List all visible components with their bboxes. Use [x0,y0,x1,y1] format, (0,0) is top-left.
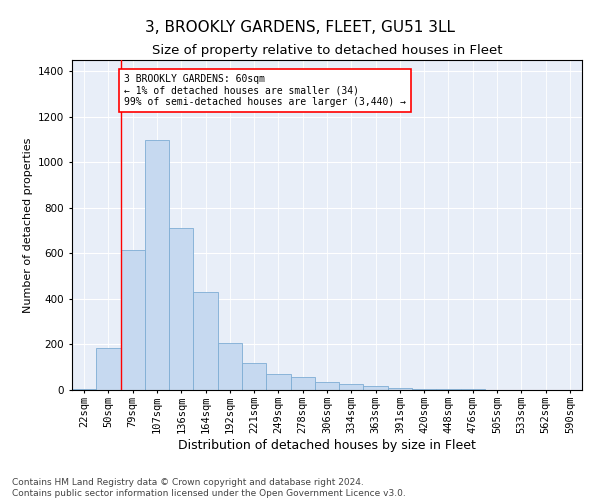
Bar [218,344,242,390]
Bar [412,389,436,390]
Text: Contains HM Land Registry data © Crown copyright and database right 2024.
Contai: Contains HM Land Registry data © Crown c… [12,478,406,498]
Bar [242,362,266,390]
Bar [290,378,315,390]
Bar [145,140,169,390]
Bar [339,384,364,390]
Title: Size of property relative to detached houses in Fleet: Size of property relative to detached ho… [152,44,502,58]
Bar [315,382,339,390]
Bar [72,389,96,390]
Bar [121,250,145,390]
Bar [169,228,193,390]
Bar [193,292,218,390]
Bar [388,388,412,390]
Text: 3, BROOKLY GARDENS, FLEET, GU51 3LL: 3, BROOKLY GARDENS, FLEET, GU51 3LL [145,20,455,35]
Text: 3 BROOKLY GARDENS: 60sqm
← 1% of detached houses are smaller (34)
99% of semi-de: 3 BROOKLY GARDENS: 60sqm ← 1% of detache… [124,74,406,107]
Bar [266,374,290,390]
Bar [436,389,461,390]
Y-axis label: Number of detached properties: Number of detached properties [23,138,32,312]
Bar [364,386,388,390]
X-axis label: Distribution of detached houses by size in Fleet: Distribution of detached houses by size … [178,438,476,452]
Bar [96,348,121,390]
